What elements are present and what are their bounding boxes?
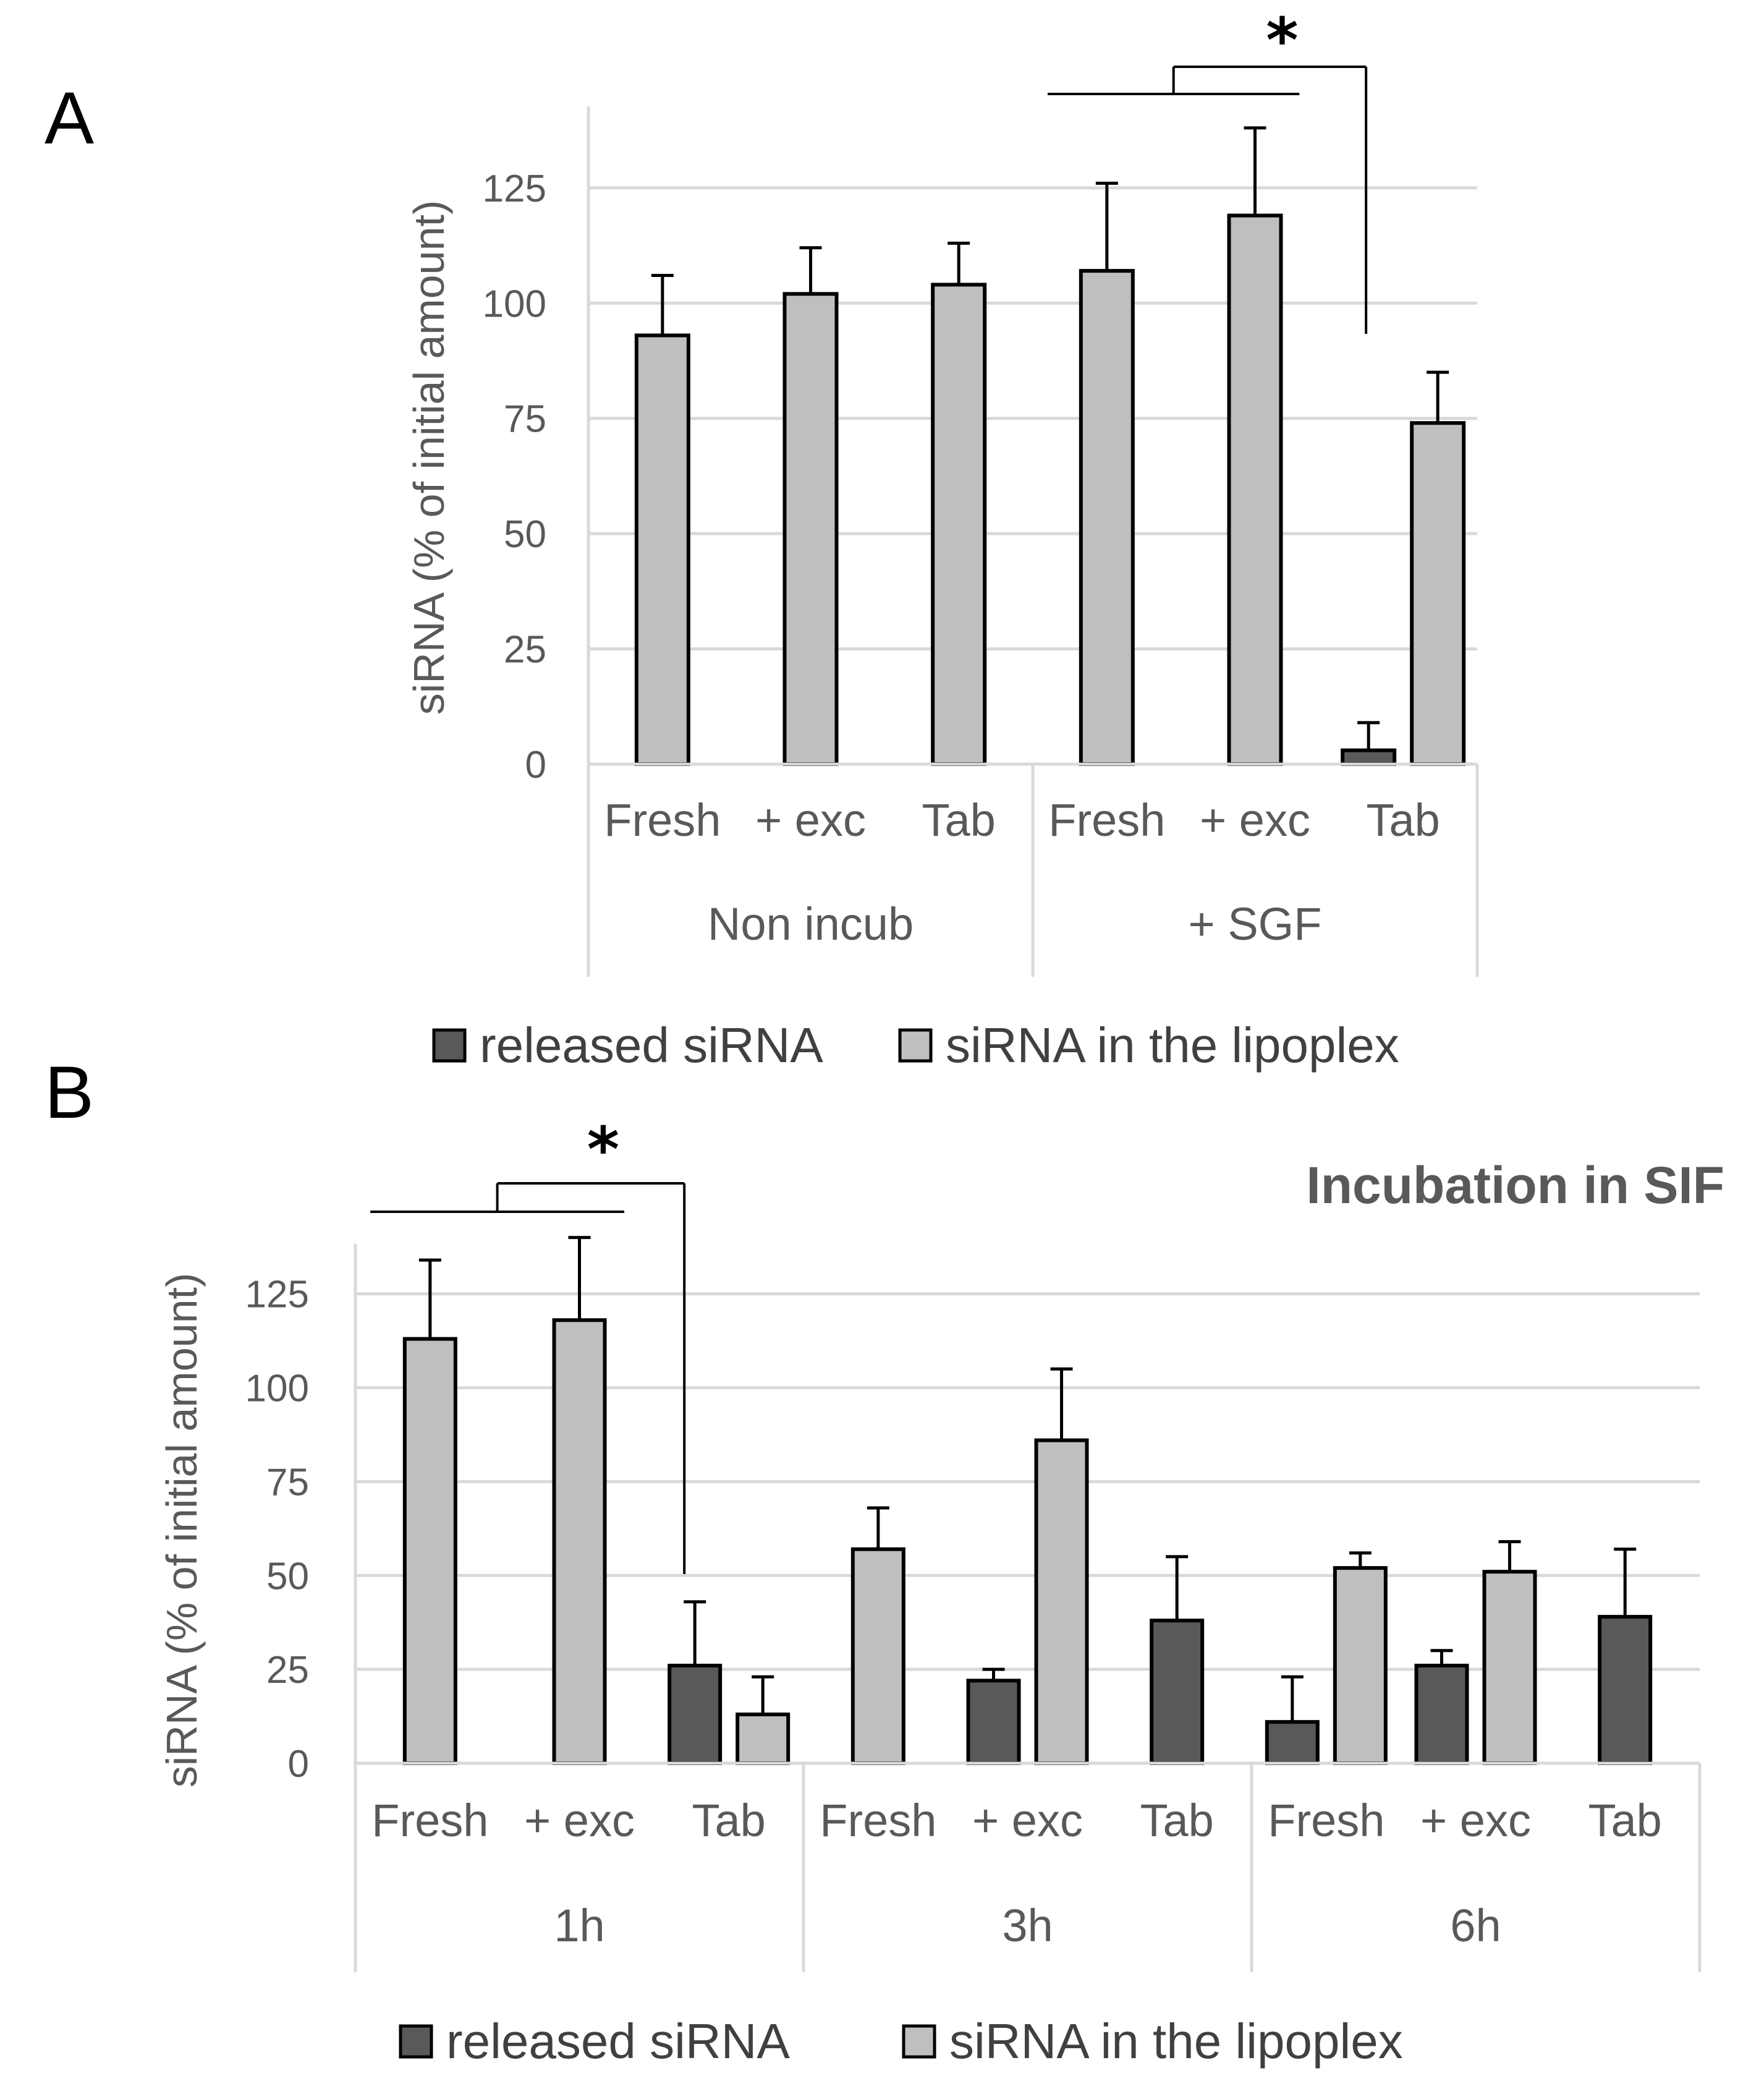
released-siRNA-bar — [966, 1679, 1021, 1765]
legend-a-released-swatch — [432, 1028, 467, 1063]
category-label: + exc — [972, 1795, 1083, 1846]
group-label: 6h — [1450, 1900, 1501, 1951]
category-label: + exc — [524, 1795, 635, 1846]
category-label: Fresh — [604, 794, 721, 846]
y-tick-label: 75 — [504, 398, 546, 441]
lipoplex-siRNA-bar — [931, 283, 987, 766]
category-label: Fresh — [1268, 1795, 1384, 1846]
y-tick-label: 25 — [504, 629, 546, 671]
released-siRNA-bar — [1598, 1615, 1653, 1765]
category-label: + exc — [1200, 794, 1310, 846]
category-label: + exc — [755, 794, 866, 846]
chart-a-ylabel: siRNA (% of initial amount) — [405, 200, 453, 715]
released-siRNA-bar — [1341, 748, 1397, 766]
lipoplex-siRNA-bar — [634, 333, 690, 766]
panel-a-letter: A — [45, 77, 94, 160]
lipoplex-siRNA-bar — [402, 1337, 457, 1765]
released-siRNA-bar — [1150, 1619, 1205, 1766]
lipoplex-siRNA-bar — [552, 1318, 607, 1765]
lipoplex-siRNA-bar — [782, 292, 839, 767]
category-label: Fresh — [820, 1795, 936, 1846]
legend-a-lipoplex-label: siRNA in the lipoplex — [946, 1018, 1399, 1073]
y-tick-label: 100 — [245, 1368, 309, 1410]
category-label: Fresh — [371, 1795, 488, 1846]
y-tick-label: 0 — [288, 1743, 309, 1785]
lipoplex-siRNA-bar — [1410, 421, 1466, 766]
chart-b-ylabel: siRNA (% of initial amount) — [158, 1273, 206, 1788]
lipoplex-siRNA-bar — [1034, 1438, 1089, 1765]
lipoplex-siRNA-bar — [1227, 213, 1283, 767]
y-tick-label: 125 — [245, 1274, 309, 1316]
chart-b-title: Incubation in SIF — [1306, 1156, 1724, 1214]
chart-a: 0 25 50 75 100 125 Non incub Fresh + exc Tab + SGF… — [405, 4, 1479, 977]
category-label: Fresh — [1048, 794, 1165, 846]
y-tick-label: 125 — [483, 168, 546, 210]
legend-b-released-label: released siRNA — [446, 2014, 790, 2069]
legend-b-released-swatch — [399, 2024, 433, 2059]
y-tick-label: 100 — [483, 283, 546, 325]
category-label: Tab — [1588, 1795, 1662, 1846]
chart-a-gridlines — [588, 186, 1477, 651]
lipoplex-siRNA-bar — [850, 1547, 905, 1766]
group-label: 3h — [1002, 1900, 1053, 1951]
significance-star: * — [1266, 4, 1298, 77]
chart-b-axes: 0 25 50 75 100 125 1h Fresh + exc Tab 3h Fresh + exc… — [245, 1244, 1702, 1972]
released-siRNA-bar — [1265, 1720, 1320, 1766]
legend-b: released siRNA siRNA in the lipoplex — [399, 2014, 1403, 2069]
category-label: Tab — [922, 794, 996, 846]
category-label: Tab — [1140, 1795, 1214, 1846]
y-tick-label: 50 — [266, 1555, 309, 1598]
chart-b-significance: * — [370, 1113, 686, 1574]
category-label: + exc — [1420, 1795, 1531, 1846]
lipoplex-siRNA-bar — [1482, 1570, 1537, 1765]
y-tick-label: 50 — [504, 513, 546, 556]
significance-star: * — [587, 1113, 619, 1186]
group-label: 1h — [554, 1900, 604, 1951]
chart-b-bars — [402, 1236, 1653, 1766]
y-tick-label: 75 — [266, 1461, 309, 1504]
released-siRNA-bar — [1414, 1664, 1469, 1765]
y-tick-label: 0 — [525, 744, 546, 786]
chart-a-axes: 0 25 50 75 100 125 Non incub Fresh + exc Tab + SGF… — [483, 106, 1479, 977]
chart-b: Incubation in SIF 0 25 50 75 100 125 1h Fresh + … — [158, 1113, 1724, 1972]
y-tick-label: 25 — [266, 1649, 309, 1692]
group-label: + SGF — [1189, 898, 1322, 950]
legend-a-released-label: released siRNA — [480, 1018, 823, 1073]
group-label: Non incub — [708, 898, 914, 950]
chart-a-bars — [634, 126, 1466, 767]
lipoplex-siRNA-bar — [1079, 269, 1135, 767]
category-label: Tab — [1367, 794, 1440, 846]
legend-a-lipoplex-swatch — [898, 1028, 933, 1063]
legend-b-lipoplex-swatch — [902, 2024, 936, 2059]
chart-a-significance: * — [1047, 4, 1368, 334]
released-siRNA-bar — [668, 1664, 723, 1765]
category-label: Tab — [692, 1795, 766, 1846]
lipoplex-siRNA-bar — [1333, 1566, 1388, 1766]
legend-a: released siRNA siRNA in the lipoplex — [432, 1018, 1399, 1073]
lipoplex-siRNA-bar — [736, 1713, 791, 1766]
legend-b-lipoplex-label: siRNA in the lipoplex — [949, 2014, 1403, 2069]
panel-b-letter: B — [45, 1051, 94, 1134]
